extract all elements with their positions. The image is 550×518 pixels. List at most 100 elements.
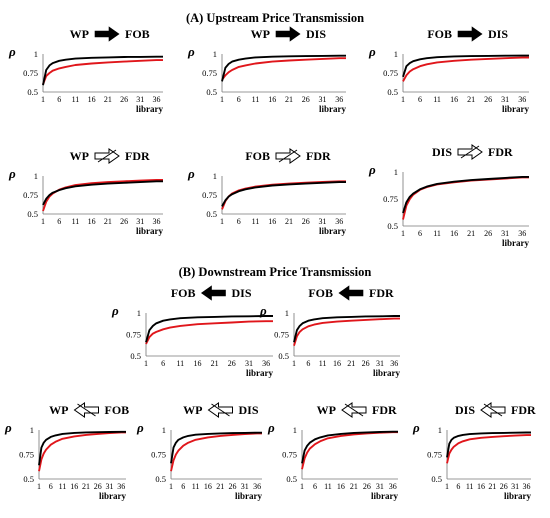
y-tick-label: 0.75 [383,68,398,78]
panel-title-from: FOB [245,149,270,163]
x-tick-label: 26 [500,482,508,491]
x-tick-label: 31 [501,229,509,238]
y-tick-label: 0.5 [27,87,38,97]
x-tick-label: 31 [319,95,327,104]
x-tick-label: 6 [237,217,241,226]
solid-right-arrow-icon [275,26,301,42]
x-tick-label: 36 [518,95,526,104]
y-tick-label: 0.5 [286,474,297,484]
x-tick-label: 31 [376,359,384,368]
x-tick-label: 1 [37,482,41,491]
x-tick-label: 26 [362,359,370,368]
y-tick-label: 0.5 [206,209,217,219]
x-axis-label: library [319,226,346,236]
x-tick-label: 16 [88,217,96,226]
x-tick-label: 11 [72,217,80,226]
x-tick-label: 6 [313,482,317,491]
black-series-line [402,54,529,78]
black-series-line [446,431,531,458]
x-axis-label: library [136,104,163,114]
x-tick-label: 31 [136,217,144,226]
y-tick-label: 0.5 [155,474,166,484]
y-tick-label: 0.5 [130,351,141,361]
x-tick-label: 21 [350,482,358,491]
panel-title-to: FDR [125,149,150,163]
y-tick-label: 1 [213,171,217,181]
x-tick-label: 21 [285,217,293,226]
x-tick-label: 11 [192,482,200,491]
y-tick-label: 0.75 [19,450,34,460]
x-axis-label: library [99,491,126,501]
y-tick-label: 1 [438,425,442,435]
y-tick-label: 1 [293,425,297,435]
x-tick-label: 1 [300,482,304,491]
x-tick-label: 11 [433,95,441,104]
black-series-line [221,181,346,207]
black-series-line [221,54,346,82]
x-tick-label: 1 [292,359,296,368]
panel-title-from: WP [183,403,202,417]
y-axis-label: ρ [368,162,376,177]
panel-title-to: FDR [306,149,331,163]
arrow-slash [344,403,364,417]
panel-title-to: DIS [488,27,508,41]
x-tick-label: 16 [450,229,458,238]
x-tick-label: 16 [268,95,276,104]
x-tick-label: 31 [106,482,114,491]
x-tick-label: 6 [418,229,422,238]
panel-title-from: WP [317,403,336,417]
solid-left-arrow-icon [338,285,364,301]
panel-title-to: DIS [306,27,326,41]
x-tick-label: 26 [484,95,492,104]
panel-title-from: WP [251,27,270,41]
x-tick-label: 21 [104,217,112,226]
x-tick-label: 26 [302,217,310,226]
x-tick-label: 1 [220,95,224,104]
panel-title-to: FDR [488,145,513,159]
x-tick-label: 1 [144,359,148,368]
y-axis-label: ρ [136,420,144,435]
x-tick-label: 6 [57,217,61,226]
x-tick-label: 21 [216,482,224,491]
x-axis-label: library [136,226,163,236]
y-tick-label: 0.75 [126,330,141,340]
red-series-line [145,320,273,345]
panel-title-to: DIS [239,403,259,417]
x-tick-label: 11 [466,482,474,491]
x-tick-label: 6 [456,482,460,491]
x-axis-label: library [319,104,346,114]
y-axis-label: ρ [368,44,376,59]
x-axis-label: library [504,491,531,501]
panel-title-from: WP [49,403,68,417]
x-tick-label: 36 [253,482,261,491]
x-tick-label: 1 [401,95,405,104]
x-tick-label: 6 [181,482,185,491]
black-series-line [145,315,273,343]
y-tick-label: 1 [34,171,38,181]
y-tick-label: 1 [394,167,398,177]
panel-title-from: FOB [171,286,196,300]
x-axis-label: library [373,368,400,378]
downstream-section-title: (B) Downstream Price Transmission [179,265,372,279]
y-tick-label: 0.75 [274,330,289,340]
y-tick-label: 1 [30,425,34,435]
black-series-line [293,315,400,343]
y-tick-label: 0.75 [151,450,166,460]
y-tick-label: 0.5 [431,474,442,484]
y-tick-label: 0.5 [27,209,38,219]
red-series-line [446,434,531,464]
panel-title-from: WP [70,27,89,41]
x-tick-label: 1 [401,229,405,238]
y-axis-label: ρ [4,420,12,435]
x-tick-label: 11 [252,95,260,104]
y-axis-label: ρ [187,44,195,59]
red-series-line [42,59,163,85]
x-tick-label: 36 [117,482,125,491]
y-tick-label: 0.75 [23,190,38,200]
